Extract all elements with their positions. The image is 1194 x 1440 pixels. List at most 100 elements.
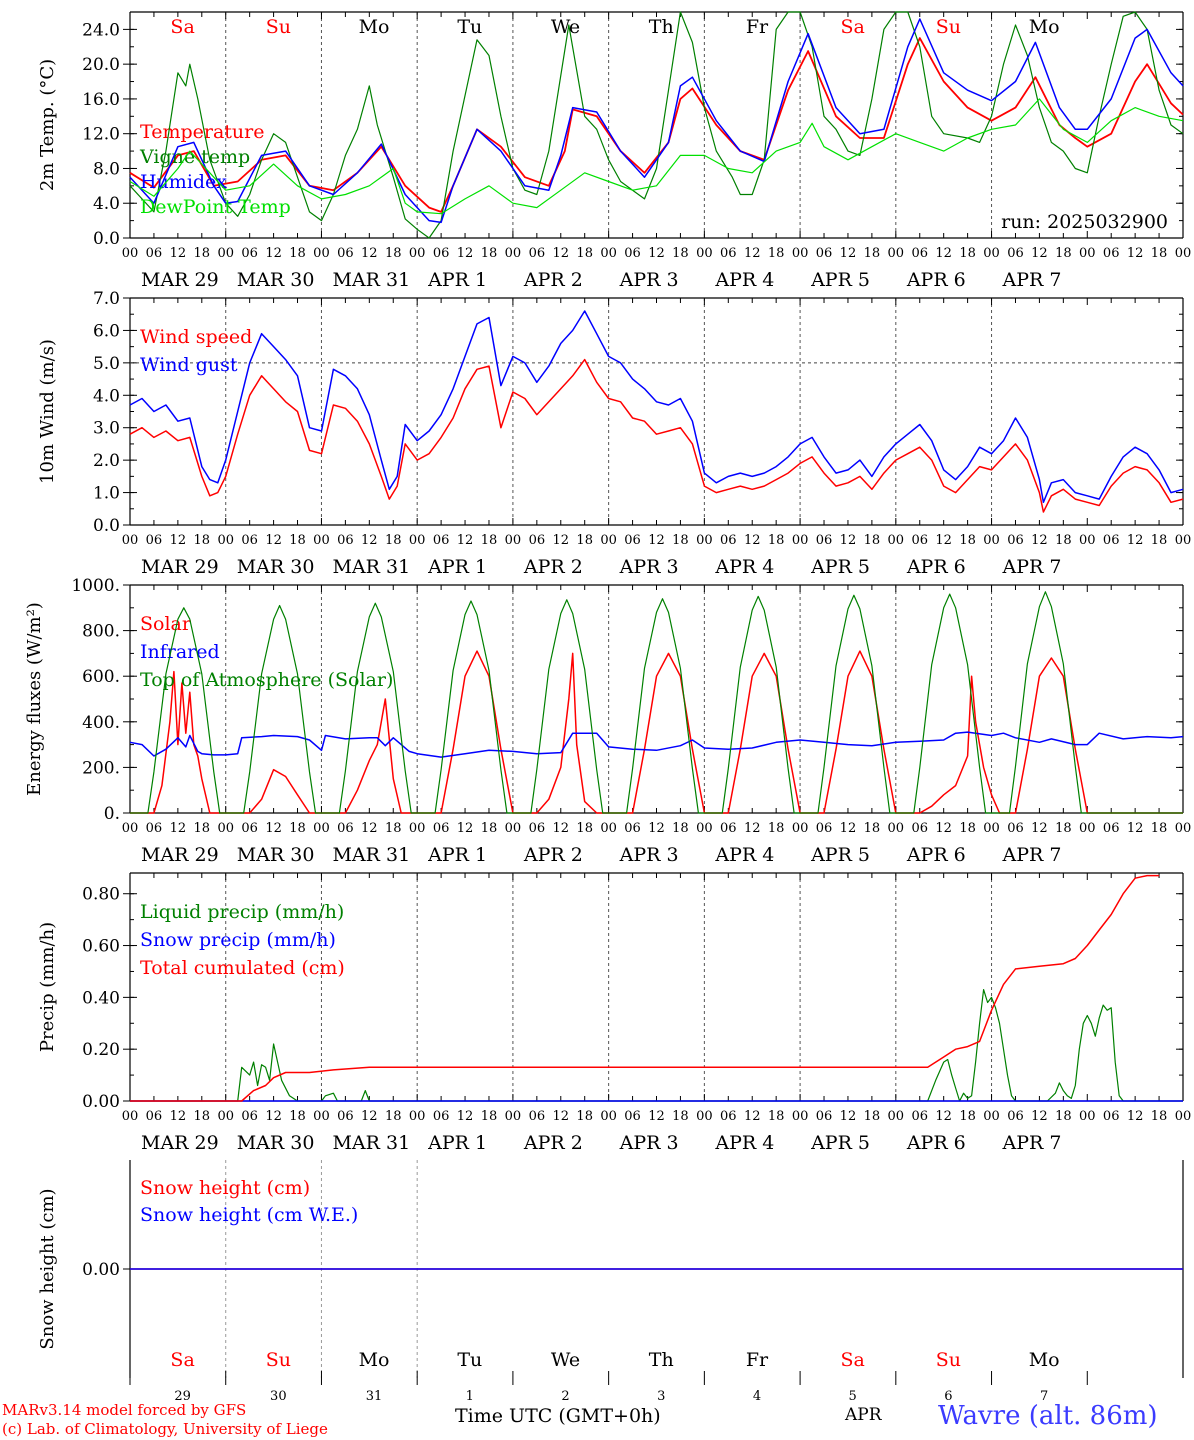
x-hour-label: 00	[505, 1109, 522, 1124]
x-hour-label: 06	[337, 246, 354, 261]
x-hour-label: 12	[1031, 821, 1048, 836]
x-date-label: APR 7	[1002, 1132, 1062, 1154]
x-hour-label: 00	[409, 1109, 426, 1124]
y-tick-label: 4.0	[93, 194, 120, 214]
x-hour-label: 12	[361, 533, 378, 548]
series-line-wind-speed	[129, 358, 1184, 513]
day-number-label: 1	[466, 1389, 474, 1404]
y-tick-label: 0.00	[82, 1092, 120, 1112]
x-hour-label: 00	[600, 1109, 617, 1124]
x-hour-label: 00	[122, 821, 139, 836]
x-hour-label: 18	[768, 246, 785, 261]
x-date-label: APR 3	[619, 269, 679, 291]
weekday-label: Su	[266, 1349, 291, 1371]
x-hour-label: 06	[433, 821, 450, 836]
x-hour-label: 00	[696, 821, 713, 836]
panel-3: 0. 200. 400. 600. 800. 1000. Energy fluxes (W/…	[24, 576, 1191, 866]
panel-1: 0.0 4.0 8.0 12.0 16.0 20.0 24.0 2m Temp. (°C) Te…	[37, 11, 1192, 291]
x-hour-label: 12	[170, 246, 187, 261]
x-hour-label: 00	[1079, 821, 1096, 836]
y-axis-title: Energy fluxes (W/m²)	[24, 602, 45, 796]
x-hour-label: 00	[409, 246, 426, 261]
x-hour-label: 12	[265, 246, 282, 261]
x-hour-label: 18	[194, 246, 211, 261]
y-tick-label: 200.	[82, 758, 120, 778]
x-hour-label: 06	[241, 246, 258, 261]
day-number-label: 6	[944, 1389, 952, 1404]
x-hour-label: 06	[1007, 821, 1024, 836]
legend-entry: DewPoint Temp	[140, 196, 291, 218]
y-axis-title: Precip (mm/h)	[37, 922, 58, 1052]
y-tick-label: 7.0	[93, 289, 120, 309]
x-hour-label: 00	[696, 1109, 713, 1124]
y-tick-label: 0.40	[82, 988, 120, 1008]
x-hour-label: 06	[337, 533, 354, 548]
x-hour-label: 00	[217, 821, 234, 836]
x-hour-label: 00	[1079, 1109, 1096, 1124]
y-tick-label: 3.0	[93, 419, 120, 439]
y-tick-label: 0.20	[82, 1040, 120, 1060]
y-tick-label: 400.	[82, 713, 120, 733]
weekday-label: Sa	[841, 1349, 865, 1371]
y-tick-label: 0.00	[82, 1260, 120, 1280]
y-tick-label: 0.0	[93, 516, 120, 536]
x-hour-label: 12	[935, 533, 952, 548]
x-hour-label: 18	[194, 533, 211, 548]
x-date-label: APR 4	[714, 844, 774, 866]
x-hour-label: 06	[720, 246, 737, 261]
x-hour-label: 00	[505, 246, 522, 261]
y-tick-label: 24.0	[82, 20, 120, 40]
x-hour-label: 12	[170, 821, 187, 836]
y-tick-label: 2.0	[93, 451, 120, 471]
day-number-label: 3	[657, 1389, 665, 1404]
x-date-label: MAR 29	[141, 269, 219, 291]
x-hour-label: 18	[1151, 246, 1168, 261]
weekday-label: Th	[649, 16, 674, 38]
x-hour-label: 06	[1103, 533, 1120, 548]
x-hour-label: 12	[744, 1109, 761, 1124]
x-hour-label: 06	[720, 821, 737, 836]
x-hour-label: 18	[672, 246, 689, 261]
x-hour-label: 00	[983, 246, 1000, 261]
y-tick-label: 1000.	[71, 576, 120, 596]
day-number-label: 4	[753, 1389, 761, 1404]
x-hour-label: 06	[816, 246, 833, 261]
legend-entry: Liquid precip (mm/h)	[140, 901, 344, 923]
x-hour-label: 00	[217, 246, 234, 261]
x-hour-label: 00	[122, 246, 139, 261]
y-tick-label: 600.	[82, 667, 120, 687]
x-hour-label: 18	[1055, 821, 1072, 836]
x-hour-label: 12	[648, 821, 665, 836]
weekday-label: Sa	[170, 16, 194, 38]
x-date-label: APR 3	[619, 556, 679, 578]
x-hour-label: 06	[1103, 821, 1120, 836]
x-hour-label: 18	[768, 821, 785, 836]
x-hour-label: 00	[983, 821, 1000, 836]
x-hour-label: 00	[313, 533, 330, 548]
x-hour-label: 00	[600, 821, 617, 836]
x-hour-label: 00	[888, 821, 905, 836]
y-tick-label: 1.0	[93, 484, 120, 504]
x-hour-label: 00	[1175, 246, 1192, 261]
y-tick-label: 0.80	[82, 885, 120, 905]
x-hour-label: 00	[983, 1109, 1000, 1124]
x-hour-label: 18	[672, 821, 689, 836]
x-hour-label: 12	[840, 533, 857, 548]
x-hour-label: 12	[457, 821, 474, 836]
legend-entry: Temperature	[140, 121, 264, 143]
x-hour-label: 12	[744, 246, 761, 261]
legend-entry: Snow precip (mm/h)	[140, 929, 336, 951]
x-hour-label: 18	[672, 1109, 689, 1124]
panel-5: 0.00 Snow height (cm) Snow height (cm) Snow…	[37, 1160, 1184, 1404]
x-hour-label: 12	[744, 821, 761, 836]
x-hour-label: 00	[1175, 821, 1192, 836]
x-date-label: MAR 30	[237, 556, 315, 578]
x-date-label: APR 4	[714, 556, 774, 578]
x-hour-label: 12	[1031, 1109, 1048, 1124]
legend-entry: Infrared	[140, 641, 220, 663]
x-hour-label: 06	[241, 821, 258, 836]
legend-entry: Total cumulated (cm)	[140, 957, 345, 979]
x-hour-label: 12	[840, 821, 857, 836]
x-date-label: MAR 30	[237, 1132, 315, 1154]
x-hour-label: 00	[696, 533, 713, 548]
